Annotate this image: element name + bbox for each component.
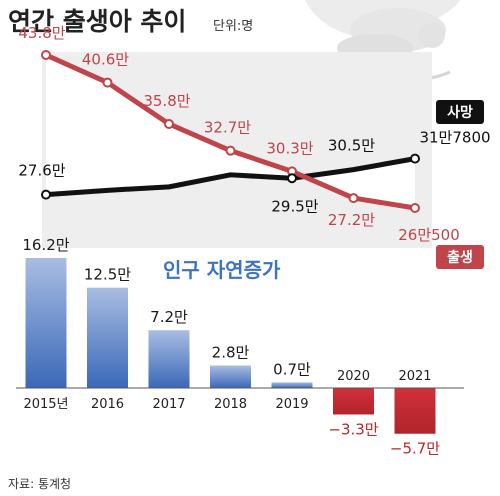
- natural-increase-bar: [271, 382, 313, 388]
- natural-increase-bar: [210, 365, 251, 388]
- bar-ticks-layer: 2015년 2016 2017 2018 2019 2020 2021: [23, 369, 431, 412]
- legend-death-tag: 사망: [436, 100, 484, 124]
- birth-data-label: 30.3만: [266, 139, 313, 157]
- birth-death-gap-area: [46, 55, 415, 208]
- death-point: [410, 153, 420, 164]
- bar-series-layer: [25, 258, 436, 434]
- bar-value-label: 2.8만: [212, 344, 250, 362]
- natural-increase-bar: [25, 258, 67, 388]
- year-tick-label: 2017: [152, 397, 185, 412]
- death-point: [41, 189, 51, 200]
- birth-data-label: 40.6만: [82, 51, 129, 69]
- birth-data-label: 32.7만: [204, 119, 251, 137]
- birth-data-label: 35.8만: [143, 92, 190, 110]
- birth-data-label: 27.2만: [328, 211, 375, 229]
- birth-point: [41, 50, 51, 60]
- death-point: [287, 173, 297, 184]
- source-note: 자료: 통계청: [8, 477, 71, 491]
- bar-value-label: 7.2만: [150, 308, 188, 326]
- death-data-label: 30.5만: [328, 137, 375, 155]
- death-line: [45, 156, 416, 198]
- chart-title: 연간 출생아 추이: [8, 7, 186, 36]
- legend-birth-tag: 출생: [436, 245, 484, 269]
- year-tick-label: 2018: [214, 397, 247, 412]
- year-tick-label: 2019: [275, 397, 308, 412]
- birth-point: [348, 193, 359, 204]
- natural-increase-bar: [87, 287, 128, 388]
- birth-data-label: 43.8만: [18, 24, 65, 42]
- year-tick-label: 2016: [91, 397, 124, 412]
- year-tick-label: 2020: [337, 369, 370, 384]
- birth-point: [102, 77, 113, 88]
- legend-birth-box: [436, 245, 484, 269]
- legend-death-box: [436, 100, 484, 124]
- bar-value-label: −3.3만: [328, 420, 378, 438]
- birth-point: [164, 118, 174, 129]
- birth-point: [225, 145, 236, 156]
- natural-increase-bar: [333, 388, 374, 415]
- line-points-layer: [41, 50, 420, 213]
- line-labels-layer: 43.8만 40.6만 35.8만 32.7만 30.3만 27.2만 26만500 27.6…: [18, 24, 490, 244]
- bar-value-label: −5.7만: [390, 440, 440, 458]
- natural-increase-bar: [394, 388, 436, 434]
- legend-birth-label: 출생: [447, 249, 473, 266]
- year-tick-label: 2021: [398, 369, 431, 384]
- death-data-label: 29.5만: [271, 197, 318, 215]
- legend-death-label: 사망: [447, 104, 473, 121]
- bar-chart-title: 인구 자연증가: [163, 258, 281, 282]
- death-data-label: 31만7800: [419, 129, 490, 147]
- bar-value-label: 0.7만: [273, 360, 311, 378]
- birth-point: [410, 203, 420, 213]
- death-data-label: 27.6만: [18, 162, 65, 180]
- year-tick-label: 2015년: [23, 397, 68, 412]
- bar-value-label: 16.2만: [22, 236, 69, 254]
- bar-labels-layer: 16.2만 12.5만 7.2만 2.8만 0.7만 −3.3만 −5.7만: [22, 236, 440, 458]
- unit-label: 단위:명: [213, 19, 253, 34]
- bar-value-label: 12.5만: [84, 266, 131, 284]
- natural-increase-bar: [148, 330, 190, 388]
- birth-data-label: 26만500: [398, 226, 460, 244]
